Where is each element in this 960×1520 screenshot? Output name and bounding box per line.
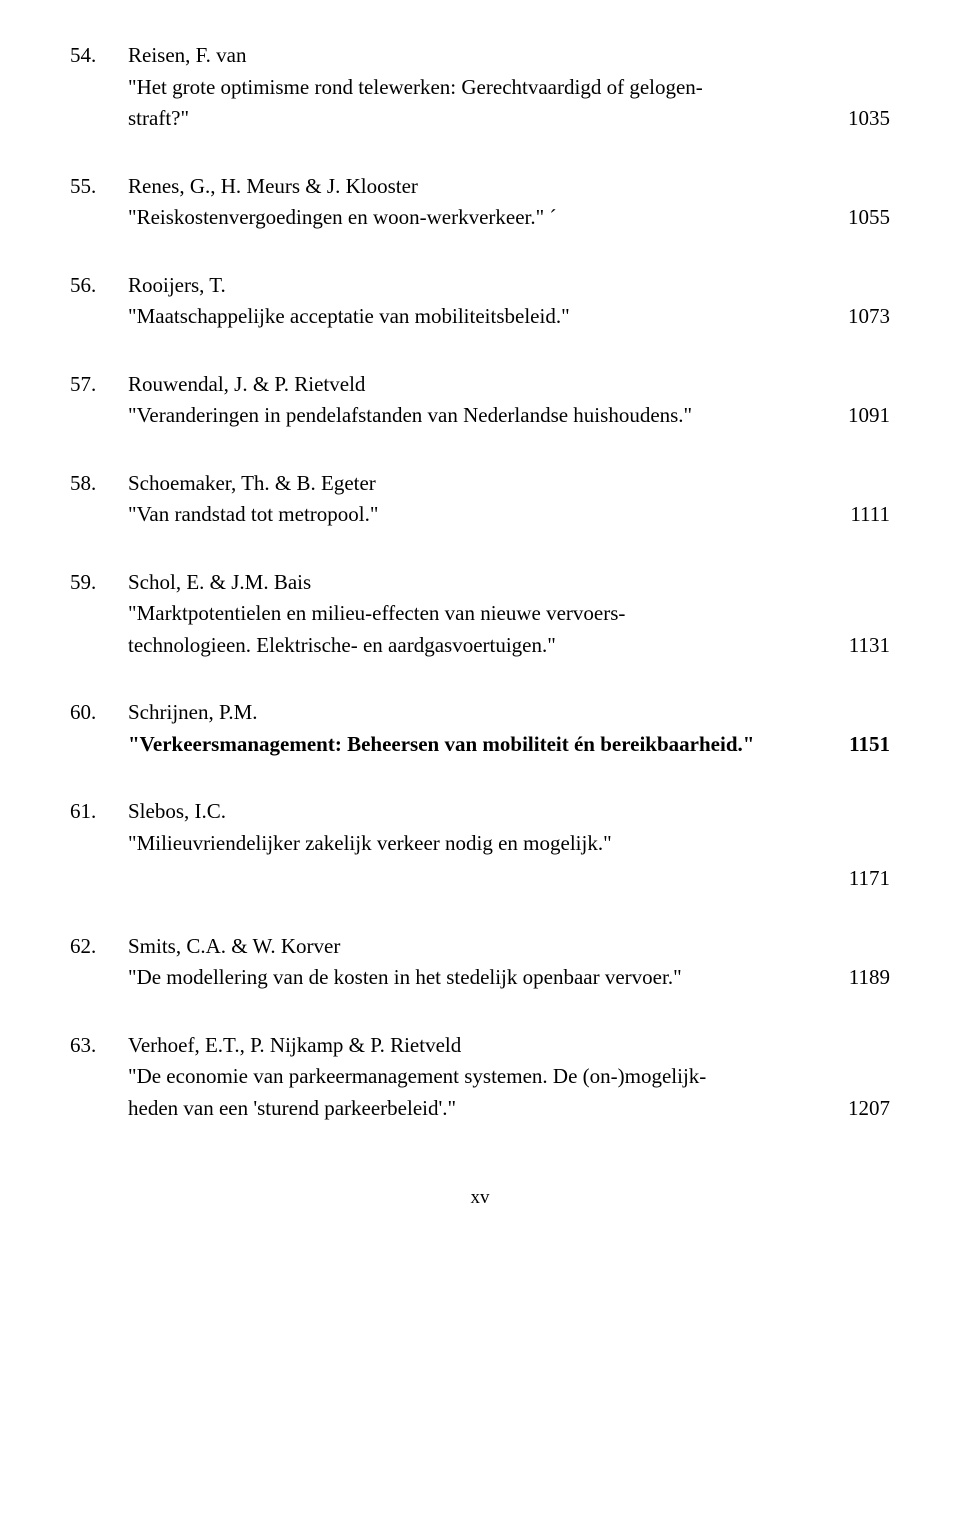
bibliography-entry: 63.Verhoef, E.T., P. Nijkamp & P. Rietve…: [70, 1030, 890, 1125]
entry-title: "Reiskostenvergoedingen en woon-werkverk…: [128, 202, 830, 234]
entry-number: 54.: [70, 40, 128, 135]
entry-author: Smits, C.A. & W. Korver: [128, 931, 890, 963]
page-number-footer: xv: [70, 1184, 890, 1213]
entry-page: 1151: [830, 729, 890, 761]
entry-number: 62.: [70, 931, 128, 994]
entry-title-row: "Maatschappelijke acceptatie van mobilit…: [128, 301, 890, 333]
entry-title: "Het grote optimisme rond telewerken: Ge…: [128, 72, 890, 104]
bibliography-entry: 56.Rooijers, T."Maatschappelijke accepta…: [70, 270, 890, 333]
bibliography-entry: 62.Smits, C.A. & W. Korver"De modellerin…: [70, 931, 890, 994]
entry-author: Schol, E. & J.M. Bais: [128, 567, 890, 599]
bibliography-entry: 61.Slebos, I.C."Milieuvriendelijker zake…: [70, 796, 890, 895]
entry-author: Schoemaker, Th. & B. Egeter: [128, 468, 890, 500]
entry-body: Reisen, F. van"Het grote optimisme rond …: [128, 40, 890, 135]
bibliography-entry: 58.Schoemaker, Th. & B. Egeter"Van rands…: [70, 468, 890, 531]
entry-page: 1131: [830, 630, 890, 662]
entry-body: Schol, E. & J.M. Bais"Marktpotentielen e…: [128, 567, 890, 662]
entry-number: 55.: [70, 171, 128, 234]
entry-title: "Van randstad tot metropool.": [128, 499, 830, 531]
entry-page: 1207: [830, 1093, 890, 1125]
entry-author: Verhoef, E.T., P. Nijkamp & P. Rietveld: [128, 1030, 890, 1062]
entry-title: straft?": [128, 103, 830, 135]
entry-title: "Maatschappelijke acceptatie van mobilit…: [128, 301, 830, 333]
entry-body: Renes, G., H. Meurs & J. Klooster"Reisko…: [128, 171, 890, 234]
entry-number: 59.: [70, 567, 128, 662]
entry-page: 1091: [830, 400, 890, 432]
entry-body: Schoemaker, Th. & B. Egeter"Van randstad…: [128, 468, 890, 531]
entry-title-row: "Reiskostenvergoedingen en woon-werkverk…: [128, 202, 890, 234]
entry-page: 1055: [830, 202, 890, 234]
entry-title-row: "Verkeersmanagement: Beheersen van mobil…: [128, 729, 890, 761]
entry-title: technologieen. Elektrische- en aardgasvo…: [128, 630, 830, 662]
entry-title: "De modellering van de kosten in het ste…: [128, 962, 830, 994]
bibliography-entry: 59.Schol, E. & J.M. Bais"Marktpotentiele…: [70, 567, 890, 662]
entry-page: 1073: [830, 301, 890, 333]
entry-title: "Verkeersmanagement: Beheersen van mobil…: [128, 729, 830, 761]
entry-number: 60.: [70, 697, 128, 760]
entry-page: 1171: [128, 863, 890, 895]
entry-title-row: technologieen. Elektrische- en aardgasvo…: [128, 630, 890, 662]
entry-title-row: "De modellering van de kosten in het ste…: [128, 962, 890, 994]
entry-title: "De economie van parkeermanagement syste…: [128, 1061, 890, 1093]
bibliography-entry: 55.Renes, G., H. Meurs & J. Klooster"Rei…: [70, 171, 890, 234]
entry-number: 61.: [70, 796, 128, 895]
entry-title: "Marktpotentielen en milieu-effecten van…: [128, 598, 890, 630]
entry-body: Rooijers, T."Maatschappelijke acceptatie…: [128, 270, 890, 333]
entry-title-row: heden van een 'sturend parkeerbeleid'."1…: [128, 1093, 890, 1125]
entry-number: 63.: [70, 1030, 128, 1125]
entry-author: Slebos, I.C.: [128, 796, 890, 828]
entry-page: 1111: [830, 499, 890, 531]
entry-body: Verhoef, E.T., P. Nijkamp & P. Rietveld"…: [128, 1030, 890, 1125]
entry-author: Schrijnen, P.M.: [128, 697, 890, 729]
bibliography-entry: 60.Schrijnen, P.M."Verkeersmanagement: B…: [70, 697, 890, 760]
entry-title: "Veranderingen in pendelafstanden van Ne…: [128, 400, 830, 432]
entry-body: Slebos, I.C."Milieuvriendelijker zakelij…: [128, 796, 890, 895]
bibliography-list: 54.Reisen, F. van"Het grote optimisme ro…: [70, 40, 890, 1124]
entry-page: 1035: [830, 103, 890, 135]
bibliography-entry: 57.Rouwendal, J. & P. Rietveld"Veranderi…: [70, 369, 890, 432]
entry-author: Rooijers, T.: [128, 270, 890, 302]
entry-author: Rouwendal, J. & P. Rietveld: [128, 369, 890, 401]
entry-author: Reisen, F. van: [128, 40, 890, 72]
entry-title-row: "Veranderingen in pendelafstanden van Ne…: [128, 400, 890, 432]
entry-page: 1189: [830, 962, 890, 994]
entry-body: Smits, C.A. & W. Korver"De modellering v…: [128, 931, 890, 994]
entry-author: Renes, G., H. Meurs & J. Klooster: [128, 171, 890, 203]
entry-title: heden van een 'sturend parkeerbeleid'.": [128, 1093, 830, 1125]
entry-number: 56.: [70, 270, 128, 333]
entry-body: Rouwendal, J. & P. Rietveld"Veranderinge…: [128, 369, 890, 432]
entry-title-row: "Van randstad tot metropool."1111: [128, 499, 890, 531]
bibliography-entry: 54.Reisen, F. van"Het grote optimisme ro…: [70, 40, 890, 135]
entry-title: "Milieuvriendelijker zakelijk verkeer no…: [128, 828, 890, 860]
entry-body: Schrijnen, P.M."Verkeersmanagement: Behe…: [128, 697, 890, 760]
entry-number: 57.: [70, 369, 128, 432]
entry-title-row: straft?"1035: [128, 103, 890, 135]
entry-number: 58.: [70, 468, 128, 531]
